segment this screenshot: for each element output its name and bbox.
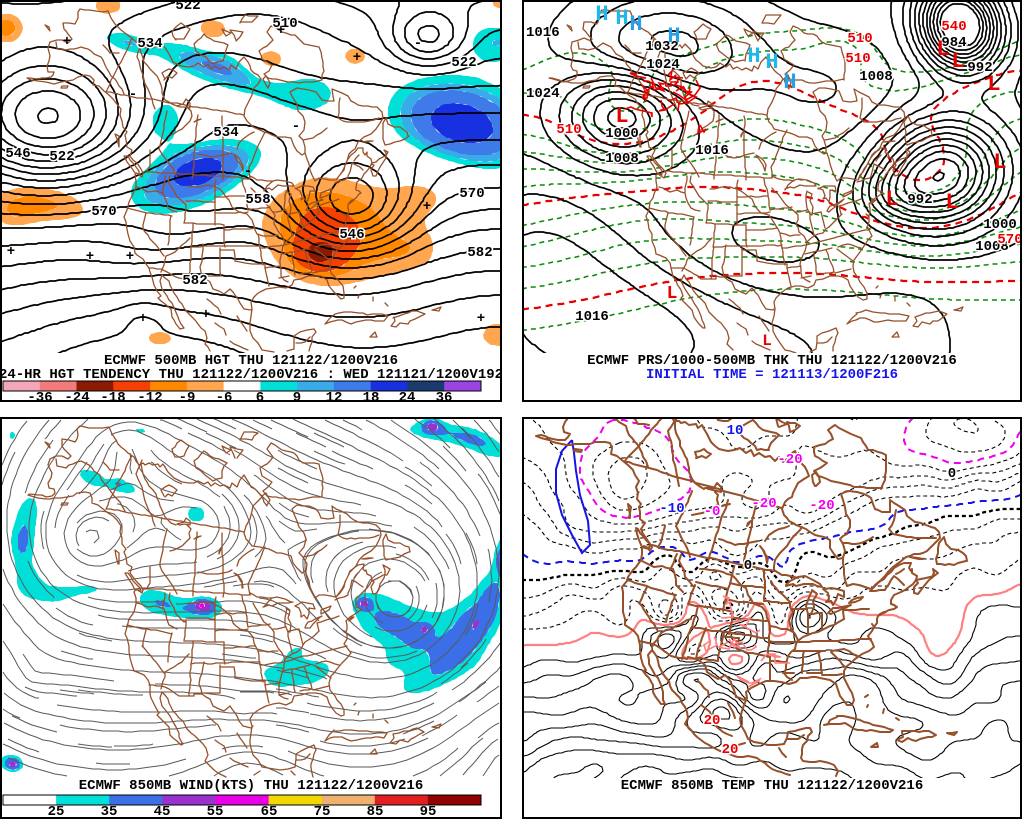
svg-text:1000: 1000 — [605, 126, 639, 142]
svg-text:6: 6 — [256, 390, 264, 402]
svg-text:H: H — [667, 24, 680, 49]
svg-text:-: - — [129, 87, 137, 103]
svg-text:H: H — [747, 44, 760, 69]
svg-text:992: 992 — [907, 192, 932, 208]
svg-text:-0: -0 — [704, 504, 721, 520]
svg-text:+: + — [353, 50, 361, 66]
svg-text:45: 45 — [154, 804, 171, 819]
svg-text:1024: 1024 — [526, 86, 560, 102]
svg-text:570: 570 — [459, 186, 484, 202]
svg-text:992: 992 — [967, 60, 992, 76]
svg-text:+: + — [126, 249, 134, 265]
svg-text:0: 0 — [744, 558, 752, 574]
svg-text:L: L — [885, 187, 898, 212]
svg-text:1008: 1008 — [975, 239, 1009, 255]
svg-text:L: L — [945, 190, 958, 215]
svg-text:522: 522 — [451, 55, 476, 71]
svg-text:+: + — [202, 307, 210, 323]
svg-text:570: 570 — [997, 232, 1022, 248]
svg-text:L: L — [615, 104, 628, 129]
svg-text:1016: 1016 — [575, 309, 609, 325]
svg-text:1008: 1008 — [605, 151, 639, 167]
svg-text:1024: 1024 — [646, 57, 680, 73]
svg-text:ECMWF 850MB WIND(KTS) THU 1211: ECMWF 850MB WIND(KTS) THU 121122/1200V21… — [79, 778, 423, 794]
svg-text:-20: -20 — [809, 498, 834, 514]
svg-text:582: 582 — [467, 245, 492, 261]
svg-text:522: 522 — [175, 0, 200, 14]
svg-text:+: + — [277, 23, 285, 39]
svg-text:ECMWF 850MB TEMP THU 121122/12: ECMWF 850MB TEMP THU 121122/1200V216 — [621, 778, 923, 794]
svg-text:L: L — [987, 72, 1000, 97]
svg-text:ECMWF 500MB HGT THU 121122/120: ECMWF 500MB HGT THU 121122/1200V216 — [104, 353, 398, 369]
svg-text:L: L — [667, 284, 678, 304]
svg-text:-20: -20 — [777, 452, 802, 468]
svg-text:570: 570 — [91, 204, 116, 220]
svg-text:25: 25 — [48, 804, 65, 819]
svg-text:+: + — [63, 34, 71, 50]
svg-text:984: 984 — [941, 35, 966, 51]
svg-text:75: 75 — [314, 804, 331, 819]
svg-text:L: L — [993, 150, 1006, 175]
svg-text:1016: 1016 — [695, 143, 729, 159]
svg-text:95: 95 — [420, 804, 437, 819]
svg-text:0: 0 — [948, 466, 956, 482]
svg-text:546: 546 — [339, 227, 364, 243]
svg-text:1032: 1032 — [645, 39, 679, 55]
svg-text:20: 20 — [722, 742, 739, 758]
svg-text:558: 558 — [245, 192, 270, 208]
svg-text:540: 540 — [941, 19, 966, 35]
svg-text:510: 510 — [847, 31, 872, 47]
svg-text:L: L — [936, 37, 949, 62]
svg-text:65: 65 — [261, 804, 278, 819]
svg-text:24-HR HGT TENDENCY THU 121122/: 24-HR HGT TENDENCY THU 121122/1200V216 :… — [0, 367, 502, 383]
svg-text:85: 85 — [367, 804, 384, 819]
svg-text:9: 9 — [293, 390, 301, 402]
svg-text:55: 55 — [207, 804, 224, 819]
svg-text:582: 582 — [182, 273, 207, 289]
svg-text:+: + — [86, 249, 94, 265]
svg-text:-10: -10 — [659, 501, 684, 517]
svg-text:+: + — [477, 311, 485, 327]
svg-text:L: L — [762, 332, 772, 350]
svg-text:+: + — [7, 244, 15, 260]
svg-text:1008: 1008 — [859, 69, 893, 85]
svg-text:H: H — [783, 70, 796, 95]
svg-text:10: 10 — [727, 423, 744, 439]
svg-text:H: H — [765, 50, 778, 75]
svg-text:522: 522 — [49, 149, 74, 165]
svg-text:20: 20 — [704, 713, 721, 729]
svg-text:H: H — [629, 12, 642, 37]
svg-text:35: 35 — [101, 804, 118, 819]
svg-text:534: 534 — [213, 125, 238, 141]
svg-text:-: - — [292, 119, 300, 135]
svg-text:ECMWF PRS/1000-500MB THK THU 1: ECMWF PRS/1000-500MB THK THU 121122/1200… — [587, 353, 957, 369]
svg-text:1016: 1016 — [526, 25, 560, 41]
svg-text:INITIAL TIME = 121113/1200F216: INITIAL TIME = 121113/1200F216 — [646, 367, 898, 383]
svg-text:-: - — [244, 164, 252, 180]
svg-text:510: 510 — [272, 16, 297, 32]
svg-text:534: 534 — [137, 36, 162, 52]
svg-text:-: - — [414, 36, 422, 52]
svg-text:H: H — [615, 6, 628, 31]
svg-text:+: + — [139, 311, 147, 327]
svg-text:H: H — [595, 2, 608, 27]
svg-text:+: + — [423, 199, 431, 215]
svg-text:510: 510 — [556, 122, 581, 138]
svg-text:546: 546 — [5, 146, 30, 162]
svg-text:-: - — [334, 204, 342, 220]
svg-text:1000: 1000 — [983, 217, 1017, 233]
svg-text:-20: -20 — [751, 496, 776, 512]
svg-text:510: 510 — [845, 51, 870, 67]
svg-text:L: L — [951, 49, 964, 74]
